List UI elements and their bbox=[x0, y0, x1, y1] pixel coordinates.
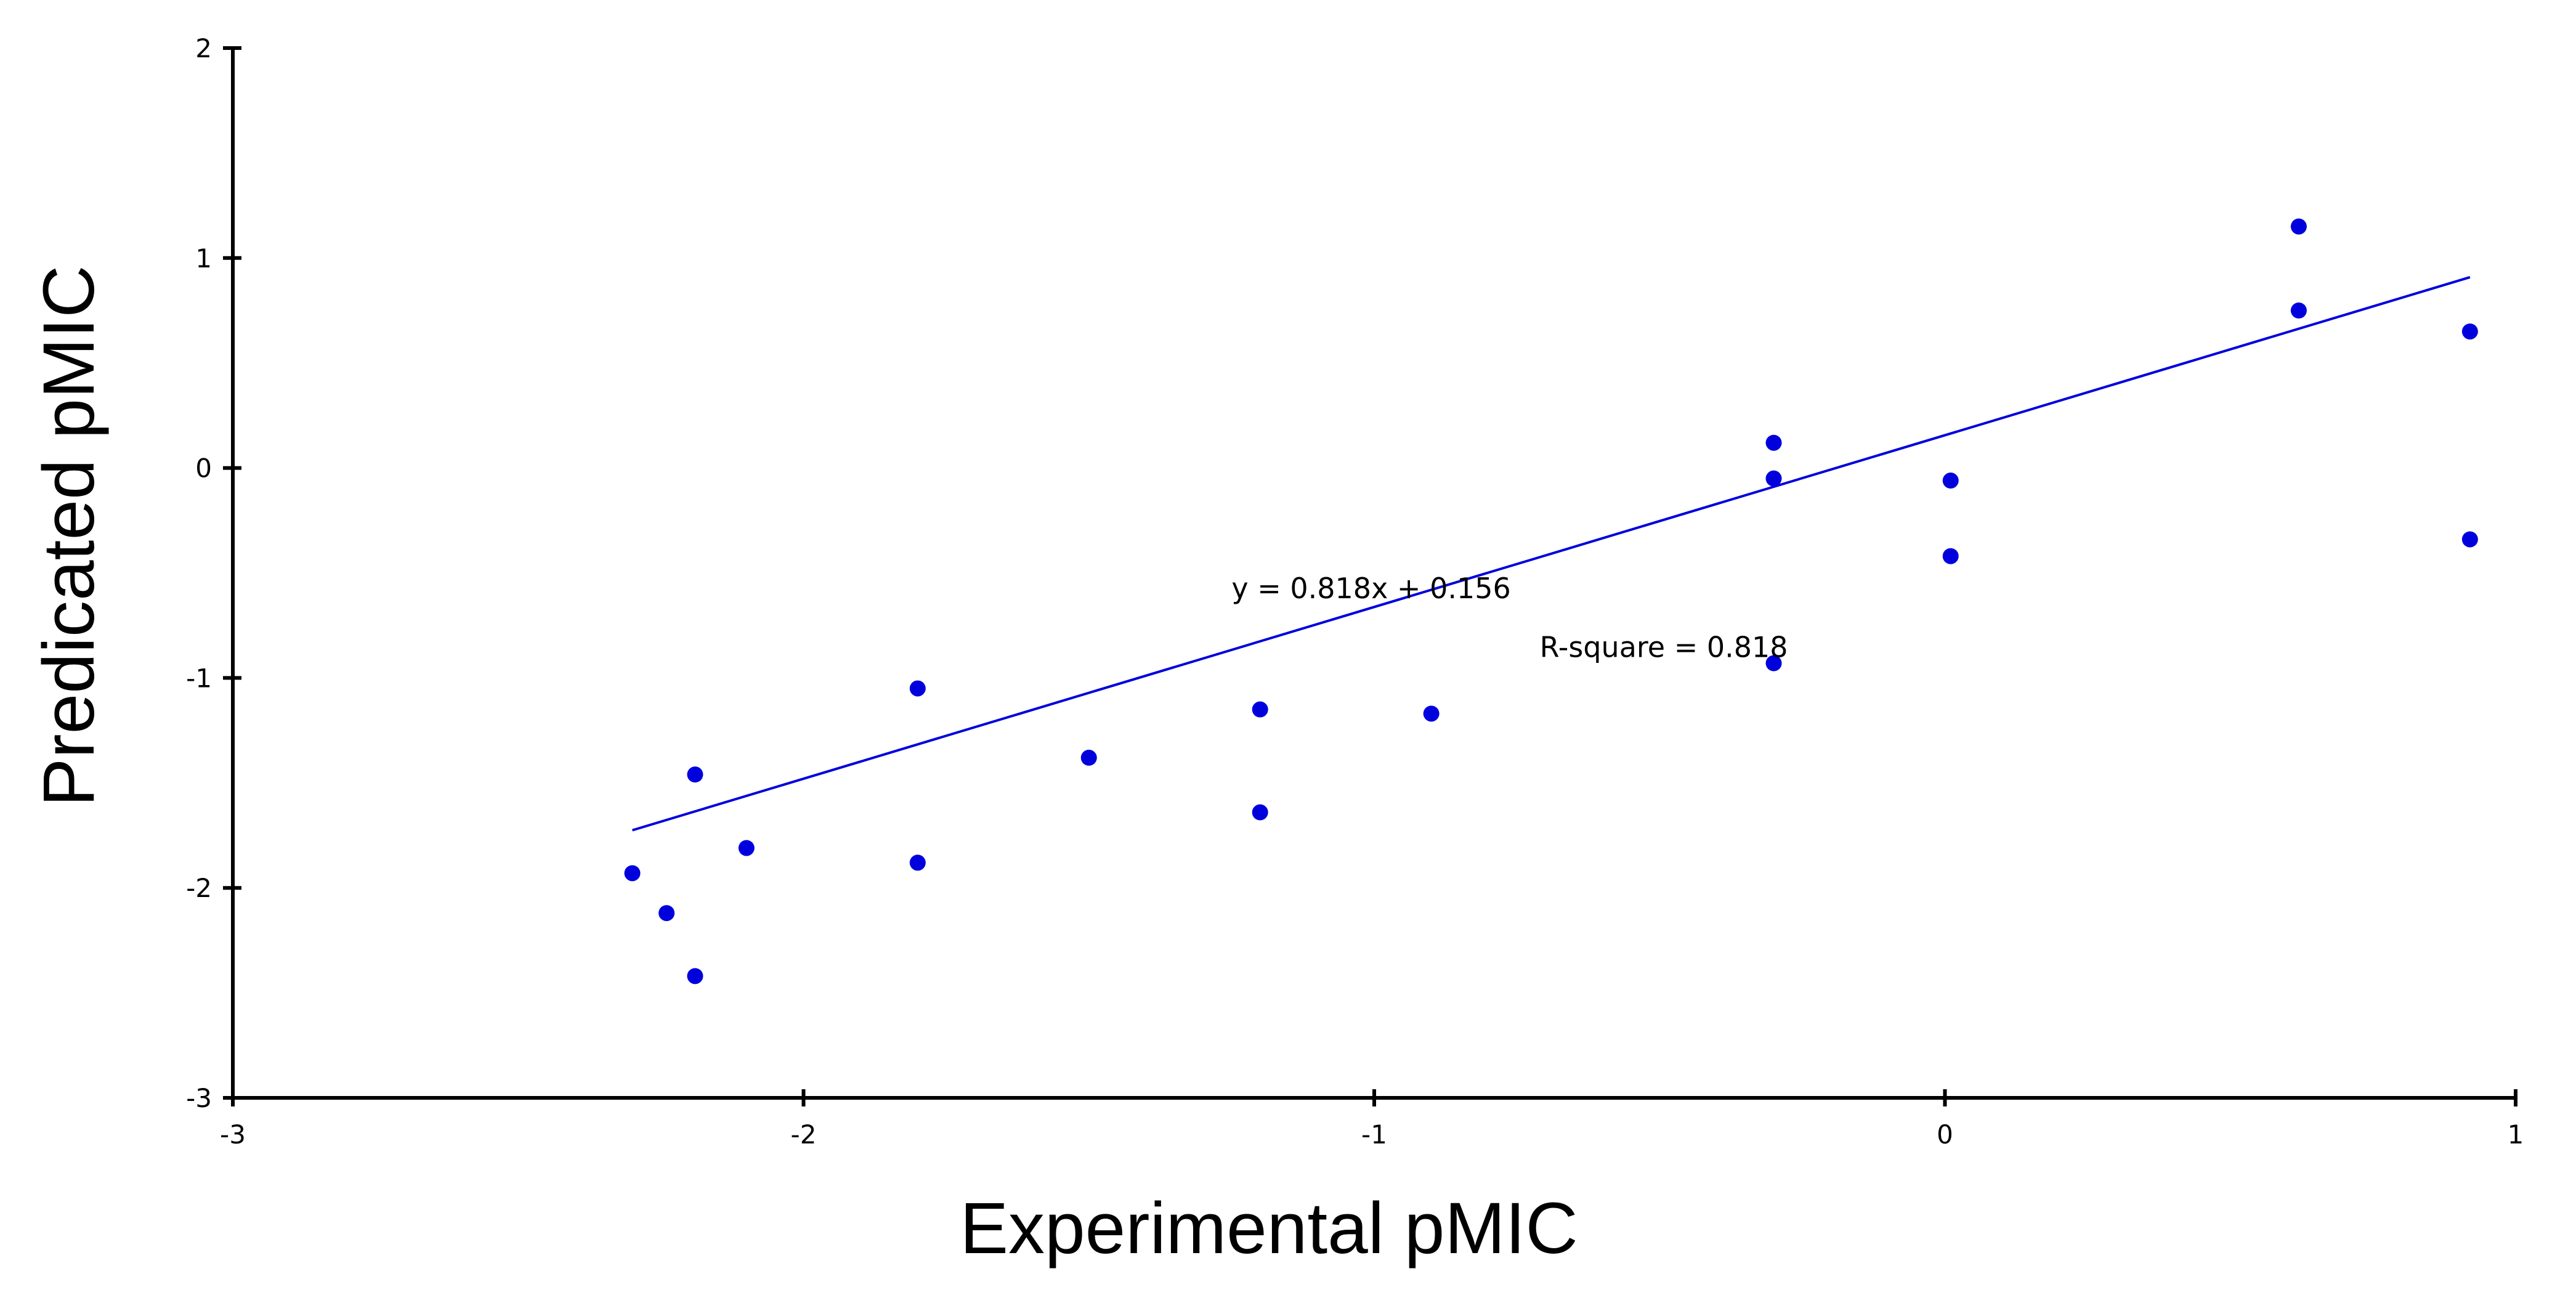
y-axis-title: Predicated pMIC bbox=[28, 266, 110, 807]
scatter-point bbox=[1765, 470, 1782, 487]
scatter-point bbox=[909, 680, 926, 697]
y-axis-ticks: -3 -2 -1 0 1 2 bbox=[186, 33, 241, 1113]
scatter-point bbox=[1080, 749, 1097, 766]
scatter-point bbox=[2461, 531, 2478, 548]
scatter-point bbox=[1765, 434, 1782, 451]
scatter-point bbox=[2290, 218, 2307, 235]
x-tick-label: -3 bbox=[220, 1119, 246, 1150]
y-tick-label: -3 bbox=[186, 1083, 212, 1113]
data-points bbox=[624, 218, 2478, 984]
regression-line-group bbox=[631, 276, 2471, 832]
scatter-point bbox=[624, 865, 641, 882]
x-tick-label: -2 bbox=[791, 1119, 817, 1150]
y-tick-label: 1 bbox=[195, 243, 212, 274]
scatter-point bbox=[909, 855, 926, 871]
scatter-point bbox=[658, 905, 675, 922]
scatter-point bbox=[738, 840, 755, 856]
scatter-point bbox=[2290, 302, 2307, 319]
x-tick-label: -1 bbox=[1361, 1119, 1387, 1150]
scatter-point bbox=[1942, 548, 1959, 564]
scatter-point bbox=[1765, 655, 1782, 672]
scatter-point bbox=[2461, 323, 2478, 340]
regression-line bbox=[631, 276, 2471, 832]
regression-equation-label: y = 0.818x + 0.156 bbox=[1231, 572, 1510, 605]
y-tick-label: 2 bbox=[195, 33, 212, 63]
x-axis-ticks: -3 -2 -1 0 1 bbox=[220, 1089, 2524, 1150]
y-tick-label: -2 bbox=[186, 873, 212, 903]
r-square-label: R-square = 0.818 bbox=[1540, 630, 1788, 664]
annotations: y = 0.818x + 0.156 R-square = 0.818 bbox=[1231, 572, 1788, 664]
x-axis-title: Experimental pMIC bbox=[960, 1188, 1578, 1269]
scatter-point bbox=[1252, 701, 1268, 718]
scatter-point bbox=[1423, 705, 1440, 722]
x-tick-label: 1 bbox=[2508, 1119, 2524, 1150]
y-tick-label: -1 bbox=[186, 663, 212, 693]
scatter-point bbox=[1942, 473, 1959, 489]
scatter-point bbox=[687, 968, 703, 984]
y-tick-label: 0 bbox=[195, 453, 212, 484]
scatter-point bbox=[1252, 804, 1268, 821]
x-tick-label: 0 bbox=[1937, 1119, 1953, 1150]
scatter-point bbox=[687, 766, 703, 783]
